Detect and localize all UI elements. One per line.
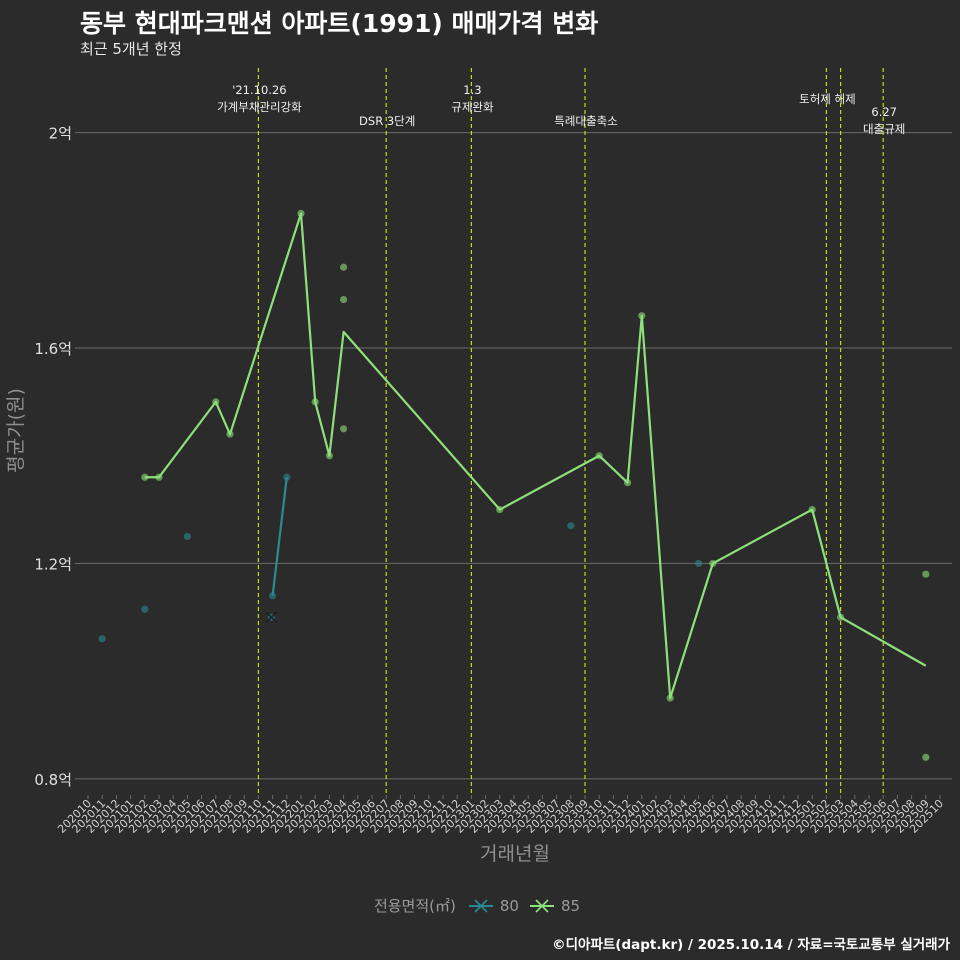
event-annotation: 토허제 해제 [799, 92, 856, 106]
series-85-line [144, 212, 927, 700]
legend-key-80-icon [468, 898, 493, 913]
event-annotation: 규제완화 [451, 100, 494, 114]
series-80-point [269, 592, 277, 600]
series-85-point [141, 473, 149, 481]
series-80-point [695, 559, 703, 568]
chart-title: 동부 현대파크맨션 아파트(1991) 매매가격 변화 [80, 9, 599, 38]
legend: 전용면적(㎡) 80 85 [0, 895, 960, 916]
series-80-point [141, 605, 149, 613]
event-annotation: DSR 3단계 [359, 114, 415, 128]
series-80-cross [265, 611, 277, 623]
event-annotation: 특례대출축소 [554, 114, 617, 128]
series-85-point [212, 398, 220, 406]
series-85-point [226, 430, 234, 438]
series-85-point [155, 473, 163, 481]
series-85-point [297, 209, 305, 217]
legend-label-85: 85 [560, 896, 581, 915]
legend-item-85: 85 [529, 897, 580, 915]
series-85-point [340, 295, 348, 304]
series-85-point [311, 398, 319, 406]
event-annotation: 6.27 [871, 105, 897, 119]
y-tick-label: 1.2억 [34, 555, 72, 573]
series-85-point [340, 263, 348, 271]
series-80-point [98, 635, 106, 643]
series-80-point [283, 473, 291, 481]
legend-item-80: 80 [468, 897, 519, 915]
y-tick-label: 2억 [49, 125, 72, 143]
series-80-line [271, 477, 288, 596]
series-85-point [922, 570, 930, 578]
series-85-point [638, 312, 646, 320]
y-tick-label: 1.6억 [34, 340, 72, 358]
series-85-point [837, 613, 845, 621]
y-tick-label: 0.8억 [34, 771, 72, 789]
y-axis-title: 평균가(원) [5, 388, 27, 473]
series-85-point [325, 452, 333, 460]
series-80-point [567, 522, 575, 530]
series-85-point [666, 694, 674, 702]
series-85-point [496, 505, 504, 514]
series-80-point [183, 532, 191, 541]
x-axis-title: 거래년월 [480, 843, 550, 865]
event-annotation: '21.10.26 [232, 83, 286, 97]
event-annotation: 가계부채관리강화 [217, 100, 302, 114]
event-annotation: 1.3 [463, 83, 481, 97]
event-annotation: 대출규제 [863, 122, 905, 136]
chart-subtitle: 최근 5개년 한정 [80, 40, 182, 58]
legend-label-80: 80 [499, 896, 519, 915]
legend-key-85-icon [529, 898, 554, 913]
series-85-point [808, 505, 816, 514]
series-85-point [624, 479, 632, 487]
source-caption: ©디아파트(dapt.kr) / 2025.10.14 / 자료=국토교통부 실… [552, 937, 950, 953]
series-85-point [709, 559, 717, 568]
series-85-point [595, 452, 603, 460]
legend-title: 전용면적(㎡) [373, 897, 456, 915]
series-85-point [340, 425, 348, 433]
series-85-point [922, 753, 930, 761]
